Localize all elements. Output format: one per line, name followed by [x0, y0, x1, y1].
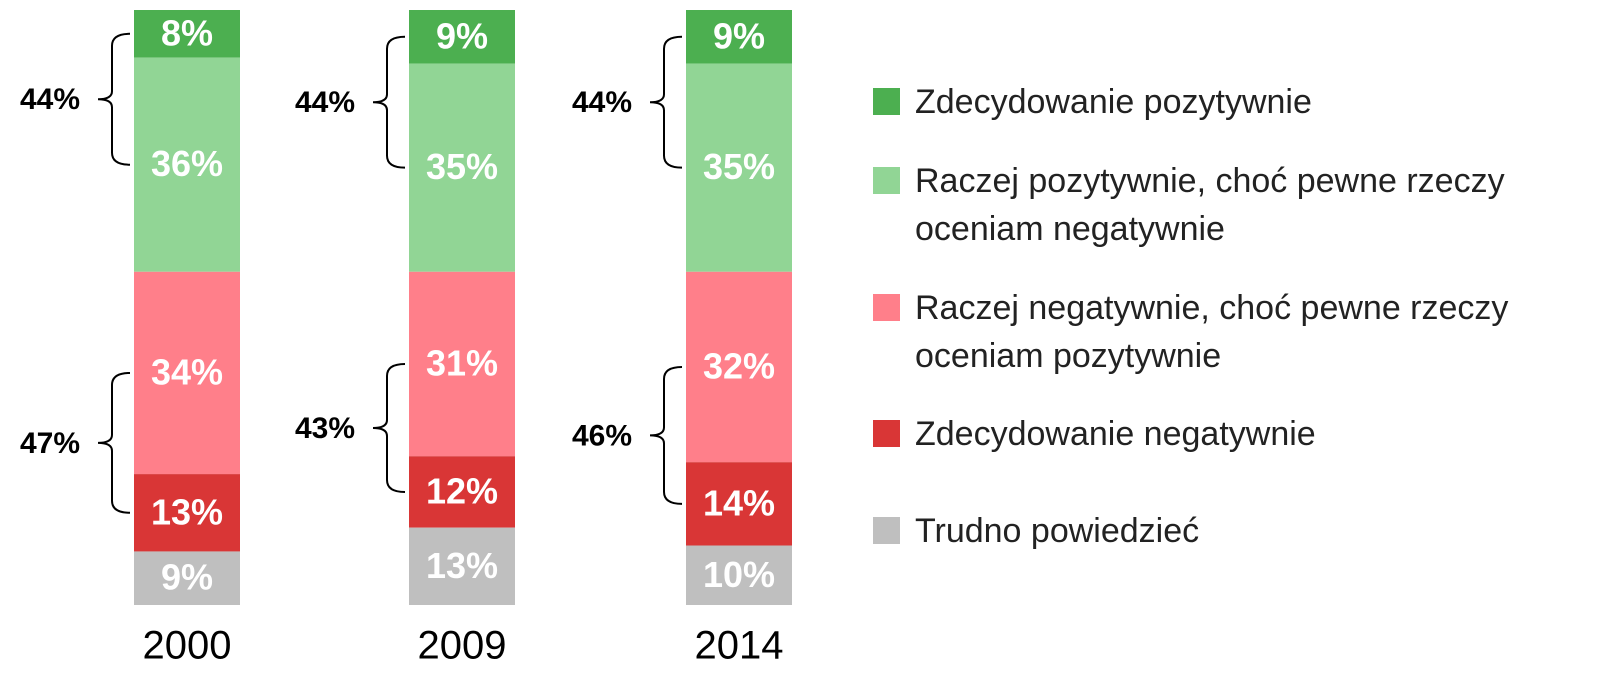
legend-swatch [873, 294, 900, 321]
total-label: 47% [20, 427, 80, 460]
value-label: 14% [703, 482, 775, 523]
bar-segment [686, 63, 792, 272]
legend-item: Raczej pozytywnie, choć pewne rzeczy oce… [873, 157, 1573, 253]
legend-label: Zdecydowanie pozytywnie [915, 83, 1312, 121]
value-label: 13% [151, 491, 223, 532]
value-label: 13% [426, 545, 498, 586]
bar-segment [134, 10, 240, 58]
bar-segment [134, 474, 240, 552]
bar-segment [686, 271, 792, 463]
total-label: 44% [20, 83, 80, 116]
legend-swatch [873, 517, 900, 544]
value-label: 9% [161, 557, 213, 598]
value-label: 10% [703, 554, 775, 595]
total-label: 44% [295, 86, 355, 119]
value-label: 36% [151, 143, 223, 184]
total-label: 46% [572, 419, 632, 452]
legend-label: Raczej negatywnie, choć pewne rzeczy oce… [915, 289, 1509, 375]
total-label: 43% [295, 412, 355, 445]
legend-item: Raczej negatywnie, choć pewne rzeczy oce… [873, 284, 1573, 380]
value-label: 12% [426, 470, 498, 511]
value-label: 34% [151, 351, 223, 392]
bar-segment [686, 10, 792, 64]
value-label: 35% [703, 146, 775, 187]
total-label: 44% [572, 86, 632, 119]
legend-label: Zdecydowanie negatywnie [915, 415, 1316, 453]
legend-item: Zdecydowanie pozytywnie [873, 78, 1573, 126]
bar-segment [686, 545, 792, 605]
bar-segment [409, 527, 515, 605]
x-tick-label: 2000 [143, 624, 232, 668]
value-label: 31% [426, 343, 498, 384]
legend-swatch [873, 420, 900, 447]
bar-segment [134, 57, 240, 272]
legend-label: Raczej pozytywnie, choć pewne rzeczy oce… [915, 162, 1505, 248]
value-label: 9% [713, 15, 765, 56]
x-tick-label: 2009 [418, 624, 507, 668]
bar-segment [686, 462, 792, 546]
bracket [372, 35, 406, 169]
value-label: 32% [703, 346, 775, 387]
bracket [372, 363, 406, 493]
bar-segment [409, 10, 515, 64]
bar-segment [134, 551, 240, 605]
bracket [97, 371, 131, 514]
value-label: 9% [436, 15, 488, 56]
x-tick-label: 2014 [695, 624, 784, 668]
legend-item: Trudno powiedzieć [873, 507, 1573, 555]
bar-segment [409, 63, 515, 272]
value-label: 35% [426, 146, 498, 187]
legend-label: Trudno powiedzieć [915, 512, 1200, 550]
legend-swatch [873, 88, 900, 115]
bracket [97, 32, 131, 166]
legend-item: Zdecydowanie negatywnie [873, 410, 1573, 458]
bar-segment [409, 271, 515, 457]
value-label: 8% [161, 12, 213, 53]
bar-segment [409, 456, 515, 528]
legend-swatch [873, 167, 900, 194]
bar-segment [134, 271, 240, 475]
bracket [649, 366, 683, 505]
bracket [649, 35, 683, 169]
